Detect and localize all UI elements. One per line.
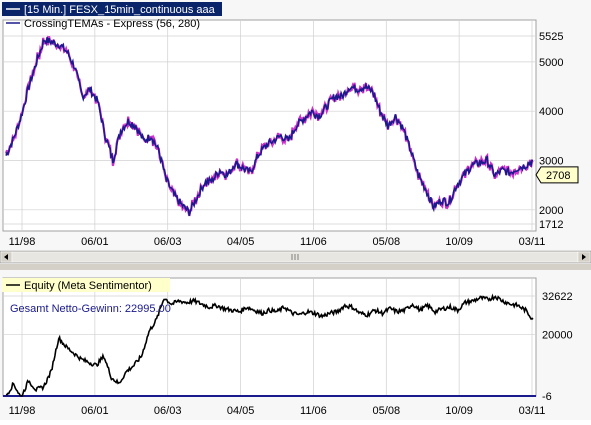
top-y-tick-label: 2000 xyxy=(539,205,563,217)
top-x-tick-label: 05/08 xyxy=(373,236,401,248)
bottom-x-axis: 11/98 06/01 06/03 04/05 11/06 05/08 10/09 03/11 xyxy=(9,405,546,417)
bottom-y-tick-label: 32622 xyxy=(542,291,573,303)
horizontal-scrollbar[interactable] xyxy=(0,250,591,264)
top-x-tick-label: 06/03 xyxy=(154,236,182,248)
grip-icon xyxy=(291,254,299,260)
top-x-tick-label: 11/06 xyxy=(300,236,327,248)
top-legend: [15 Min.] FESX_15min_continuous aaa Cros… xyxy=(2,2,222,30)
top-y-tick-label: 3000 xyxy=(539,156,563,168)
top-y-tick-label: 5000 xyxy=(539,57,563,69)
bottom-x-tick-label: 06/01 xyxy=(81,405,109,417)
equity-line xyxy=(5,293,534,397)
top-grid xyxy=(3,20,536,231)
top-y-tick-label: 4000 xyxy=(539,106,563,118)
last-price-label: 2708 xyxy=(546,170,570,182)
bottom-plot-area[interactable] xyxy=(2,277,537,397)
bottom-y-tick-label: -6 xyxy=(542,391,552,403)
bottom-legend: Equity (Meta Sentimentor) xyxy=(2,278,170,292)
arrow-right-icon xyxy=(582,254,586,260)
arrow-left-icon xyxy=(4,254,8,260)
top-x-tick-label: 03/11 xyxy=(519,236,546,248)
bottom-x-tick-label: 03/11 xyxy=(519,405,546,417)
top-y-axis: 5525 5000 4000 3000 2000 1712 xyxy=(539,31,563,231)
panel-splitter[interactable] xyxy=(0,264,591,270)
legend-item-price[interactable]: [15 Min.] FESX_15min_continuous aaa xyxy=(24,4,216,16)
legend-item-price-bg[interactable] xyxy=(2,2,222,16)
bottom-x-tick-label: 11/06 xyxy=(300,405,327,417)
top-x-axis: 11/98 06/01 06/03 04/05 11/06 05/08 10/09 03/11 xyxy=(9,236,546,248)
top-y-tick-label: 1712 xyxy=(539,219,563,231)
last-price-marker: 2708 xyxy=(535,166,579,184)
top-x-tick-label: 11/98 xyxy=(9,236,36,248)
bottom-y-tick-label: 20000 xyxy=(542,330,573,342)
legend-item-equity[interactable]: Equity (Meta Sentimentor) xyxy=(24,280,152,292)
legend-item-equity-bg[interactable] xyxy=(2,278,170,292)
top-x-tick-label: 06/01 xyxy=(81,236,109,248)
top-x-tick-label: 04/05 xyxy=(227,236,255,248)
bottom-x-tick-label: 11/98 xyxy=(9,405,36,417)
bottom-x-tick-label: 06/03 xyxy=(154,405,182,417)
top-y-tick-label: 5525 xyxy=(539,31,563,43)
bottom-x-tick-label: 04/05 xyxy=(227,405,255,417)
bottom-x-tick-label: 10/09 xyxy=(445,405,473,417)
bottom-x-tick-label: 05/08 xyxy=(373,405,401,417)
net-profit-annotation: Gesamt Netto-Gewinn: 22995.00 xyxy=(10,303,171,315)
price-line xyxy=(5,37,534,216)
top-x-tick-label: 10/09 xyxy=(445,236,473,248)
bottom-y-axis: 32622 20000 -6 xyxy=(542,291,573,403)
legend-item-indicator[interactable]: CrossingTEMAs - Express (56, 280) xyxy=(24,18,200,30)
top-plot-area[interactable] xyxy=(2,19,537,232)
